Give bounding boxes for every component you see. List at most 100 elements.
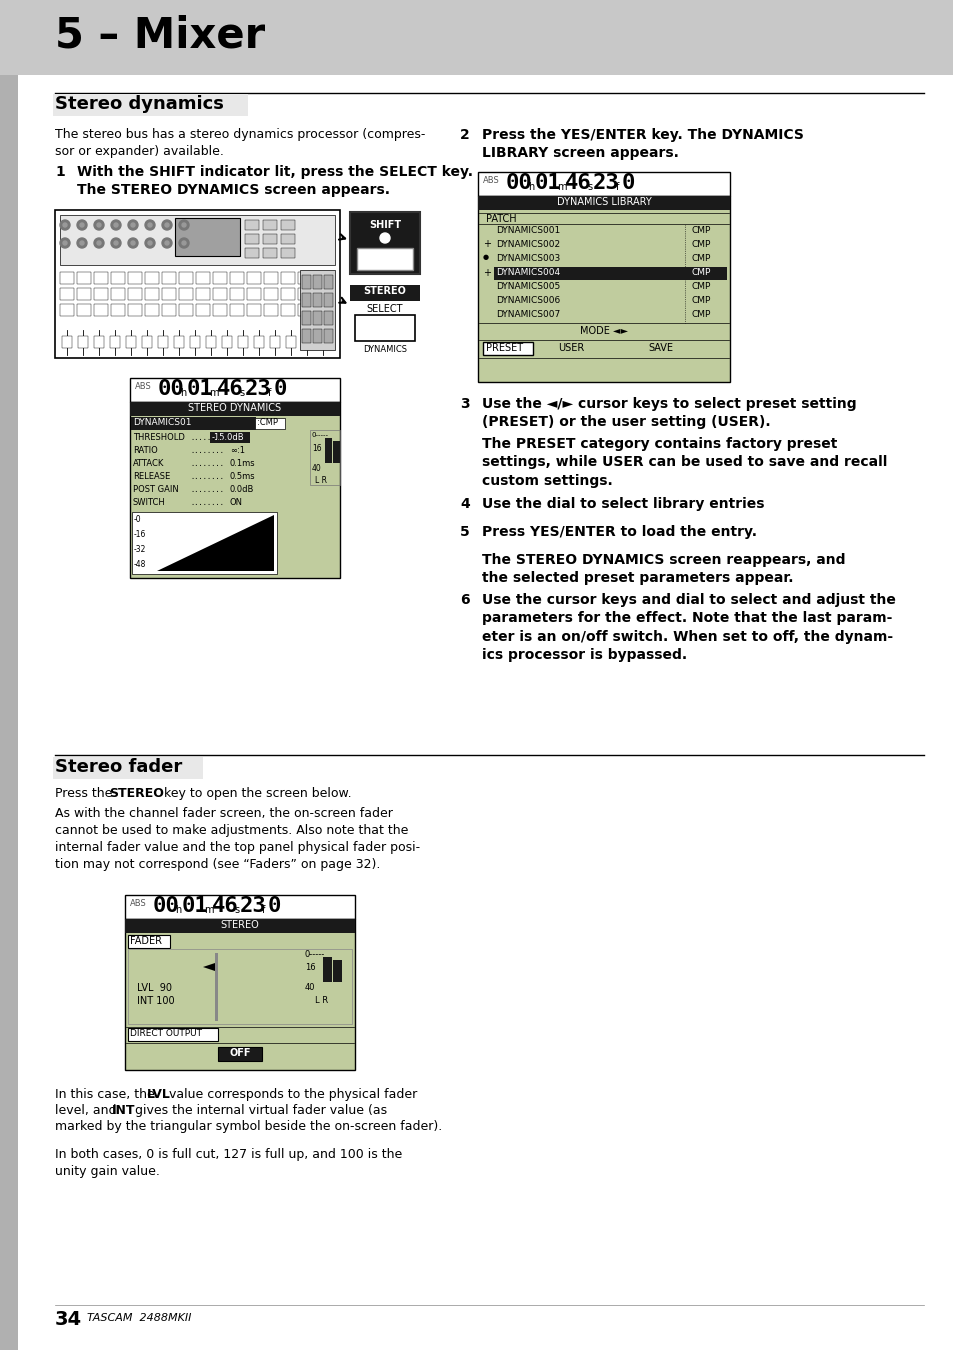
Text: key to open the screen below.: key to open the screen below. — [160, 787, 352, 801]
Bar — [314, 304, 329, 316]
Bar — [270, 336, 280, 348]
Bar — [324, 293, 333, 306]
Bar — [126, 336, 136, 348]
Bar — [302, 275, 311, 289]
Circle shape — [94, 238, 104, 248]
Text: SELECT: SELECT — [366, 304, 403, 315]
Bar — [314, 271, 329, 284]
Text: 00: 00 — [158, 379, 185, 400]
Text: 0: 0 — [274, 379, 287, 400]
Circle shape — [63, 242, 67, 244]
Text: 2: 2 — [459, 128, 469, 142]
Polygon shape — [157, 514, 274, 571]
Bar — [264, 304, 277, 316]
Text: DYNAMICS007: DYNAMICS007 — [496, 310, 559, 319]
Text: Use the cursor keys and dial to select and adjust the
parameters for the effect.: Use the cursor keys and dial to select a… — [481, 593, 895, 663]
Bar — [253, 336, 264, 348]
Bar — [230, 304, 244, 316]
Bar — [302, 293, 311, 306]
Bar — [281, 248, 294, 258]
Circle shape — [111, 220, 121, 230]
Bar — [281, 220, 294, 230]
Bar — [247, 271, 261, 284]
Text: FADER: FADER — [130, 936, 162, 946]
Bar — [60, 304, 74, 316]
Circle shape — [131, 242, 135, 244]
Text: Use the ◄/► cursor keys to select preset setting
(PRESET) or the user setting (U: Use the ◄/► cursor keys to select preset… — [481, 397, 856, 429]
Bar — [477, 196, 729, 382]
Text: 0: 0 — [268, 896, 281, 917]
Text: 0.5ms: 0.5ms — [230, 472, 255, 481]
Text: TASCAM  2488MKII: TASCAM 2488MKII — [87, 1314, 192, 1323]
Text: 40: 40 — [305, 983, 315, 992]
Circle shape — [113, 242, 118, 244]
Bar — [313, 275, 322, 289]
Text: POST GAIN: POST GAIN — [132, 485, 178, 494]
Text: STEREO: STEREO — [363, 286, 406, 296]
Bar — [286, 336, 295, 348]
Bar — [313, 293, 322, 306]
Bar — [179, 288, 193, 300]
Circle shape — [94, 220, 104, 230]
Bar — [302, 336, 312, 348]
Bar — [245, 220, 258, 230]
Circle shape — [379, 234, 390, 243]
Bar — [323, 957, 332, 981]
Text: DYNAMICS003: DYNAMICS003 — [496, 254, 559, 263]
Text: 23: 23 — [245, 379, 272, 400]
Text: OFF: OFF — [229, 1048, 251, 1058]
Text: CMP: CMP — [691, 296, 711, 305]
Text: In both cases, 0 is full cut, 127 is full up, and 100 is the
unity gain value.: In both cases, 0 is full cut, 127 is ful… — [55, 1148, 402, 1179]
Text: CMP: CMP — [691, 225, 711, 235]
Bar — [477, 196, 729, 211]
Bar — [158, 336, 168, 348]
Bar — [110, 336, 120, 348]
Text: Use the dial to select library entries: Use the dial to select library entries — [481, 497, 763, 512]
Bar — [78, 336, 88, 348]
Text: m: m — [204, 904, 213, 915]
Text: ........: ........ — [190, 435, 224, 441]
Text: ABS: ABS — [130, 899, 147, 909]
Bar — [111, 304, 125, 316]
Text: DYNAMICS006: DYNAMICS006 — [496, 296, 559, 305]
Bar — [213, 271, 227, 284]
Bar — [111, 288, 125, 300]
Text: s: s — [239, 387, 244, 398]
Bar — [299, 270, 335, 350]
Bar — [333, 960, 341, 981]
Bar — [333, 441, 339, 463]
Bar — [60, 288, 74, 300]
Bar — [145, 304, 159, 316]
Bar — [0, 76, 18, 1350]
Bar — [125, 895, 355, 919]
Bar — [94, 336, 104, 348]
Text: L R: L R — [314, 477, 327, 485]
Text: ∞:1: ∞:1 — [230, 446, 245, 455]
Circle shape — [148, 223, 152, 227]
Text: m: m — [557, 182, 566, 192]
Text: 23: 23 — [593, 173, 619, 193]
Bar — [53, 95, 248, 116]
Text: PATCH: PATCH — [485, 215, 517, 224]
Text: 46: 46 — [216, 379, 244, 400]
Text: USER: USER — [558, 343, 583, 352]
Text: s: s — [233, 904, 239, 915]
Bar — [214, 953, 218, 1021]
Text: 23: 23 — [240, 896, 267, 917]
Text: STEREO: STEREO — [220, 919, 259, 930]
Text: f: f — [616, 182, 618, 192]
Text: s: s — [586, 182, 592, 192]
Text: 01: 01 — [187, 379, 213, 400]
Text: INT 100: INT 100 — [137, 996, 174, 1006]
Circle shape — [162, 238, 172, 248]
Bar — [237, 336, 248, 348]
Bar — [111, 271, 125, 284]
Bar — [350, 212, 419, 274]
Bar — [302, 310, 311, 325]
Text: 0.1ms: 0.1ms — [230, 459, 255, 468]
Text: CMP: CMP — [691, 254, 711, 263]
Bar — [206, 336, 215, 348]
Bar — [317, 336, 328, 348]
Circle shape — [182, 242, 186, 244]
Bar — [314, 288, 329, 300]
